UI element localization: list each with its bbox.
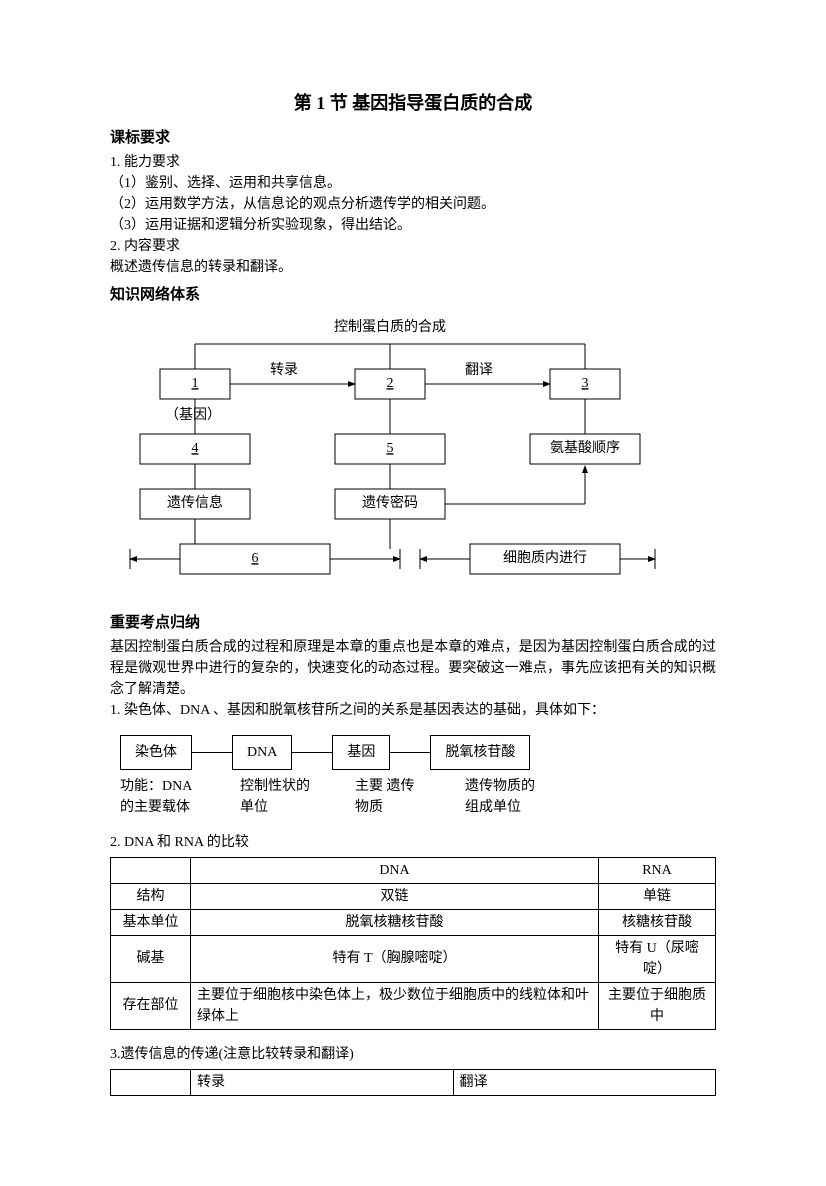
table-row: 基本单位 脱氧核糖核苷酸 核糖核苷酸	[111, 909, 716, 935]
table-row: 转录 翻译	[111, 1069, 716, 1095]
cell: 双链	[191, 883, 599, 909]
diagram-box-4: 4	[192, 441, 199, 456]
chain-caption-2: 控制性状的 单位	[240, 776, 355, 818]
table-row: 结构 双链 单链	[111, 883, 716, 909]
diagram-box-2: 2	[387, 376, 394, 391]
para-1-3: （2）运用数学方法，从信息论的观点分析遗传学的相关问题。	[110, 194, 716, 215]
diagram-box-aa: 氨基酸顺序	[550, 439, 620, 456]
para-3-2: 1. 染色体、DNA 、基因和脱氧核苷所之间的关系是基因表达的基础，具体如下：	[110, 700, 716, 721]
chain-box-2: DNA	[232, 735, 292, 770]
row-label: 碱基	[111, 935, 191, 982]
chain-captions: 功能：DNA 的主要载体 控制性状的 单位 主要 遗传 物质 遗传物质的 组成单…	[120, 776, 716, 818]
table-row: 碱基 特有 T（胸腺嘧啶） 特有 U（尿嘧啶）	[111, 935, 716, 982]
chain-caption-1: 功能：DNA 的主要载体	[120, 776, 240, 818]
para-3-3: 2. DNA 和 RNA 的比较	[110, 832, 716, 853]
info-label: 遗传信息	[167, 494, 223, 511]
cytoplasm-label: 细胞质内进行	[503, 550, 587, 566]
cell: 主要位于细胞质中	[598, 982, 715, 1029]
para-1-6: 概述遗传信息的转录和翻译。	[110, 257, 716, 278]
cell: 单链	[598, 883, 715, 909]
page-title: 第 1 节 基因指导蛋白质的合成	[110, 90, 716, 117]
chain-caption-3: 主要 遗传 物质	[355, 776, 465, 818]
concept-chain: 染色体 DNA 基因 脱氧核苷酸	[120, 735, 716, 770]
row-label: 结构	[111, 883, 191, 909]
arrow-label-translate: 翻译	[465, 362, 493, 378]
th-rna: RNA	[598, 857, 715, 883]
para-1-2: （1）鉴别、选择、运用和共享信息。	[110, 173, 716, 194]
th-dna: DNA	[191, 857, 599, 883]
para-1-5: 2. 内容要求	[110, 236, 716, 257]
chain-caption-4: 遗传物质的 组成单位	[465, 776, 595, 818]
table-row: 存在部位 主要位于细胞核中染色体上，极少数位于细胞质中的线粒体和叶绿体上 主要位…	[111, 982, 716, 1029]
chain-box-1: 染色体	[120, 735, 192, 770]
diagram-top-label: 控制蛋白质的合成	[334, 319, 446, 335]
knowledge-network-diagram: .box { fill: #fff; stroke: #000; stroke-…	[110, 314, 670, 604]
chain-connector	[390, 735, 430, 770]
chain-connector	[292, 735, 332, 770]
para-1-1: 1. 能力要求	[110, 152, 716, 173]
chain-connector	[192, 735, 232, 770]
cell: 特有 U（尿嘧啶）	[598, 935, 715, 982]
gene-label: （基因）	[165, 406, 221, 423]
diagram-box-1: 1	[192, 376, 199, 391]
transmission-table: 转录 翻译	[110, 1069, 716, 1096]
cell: 特有 T（胸腺嘧啶）	[191, 935, 599, 982]
diagram-box-5: 5	[387, 441, 394, 456]
row-label: 存在部位	[111, 982, 191, 1029]
cell: 脱氧核糖核苷酸	[191, 909, 599, 935]
chain-box-4: 脱氧核苷酸	[430, 735, 530, 770]
row-label: 基本单位	[111, 909, 191, 935]
section-header-1: 课标要求	[110, 127, 716, 150]
arrow-label-transcribe: 转录	[270, 362, 298, 378]
chain-box-3: 基因	[332, 735, 390, 770]
th-transcribe: 转录	[191, 1069, 454, 1095]
cell: 核糖核苷酸	[598, 909, 715, 935]
section-header-2: 知识网络体系	[110, 284, 716, 307]
para-3-4: 3.遗传信息的传递(注意比较转录和翻译)	[110, 1044, 716, 1065]
diagram-box-3: 3	[582, 376, 589, 391]
para-3-1: 基因控制蛋白质合成的过程和原理是本章的重点也是本章的难点，是因为基因控制蛋白质合…	[110, 637, 716, 700]
section-header-3: 重要考点归纳	[110, 612, 716, 635]
para-1-4: （3）运用证据和逻辑分析实验现象，得出结论。	[110, 215, 716, 236]
th-translate: 翻译	[453, 1069, 716, 1095]
table-row: DNA RNA	[111, 857, 716, 883]
code-label: 遗传密码	[362, 494, 418, 511]
dna-rna-table: DNA RNA 结构 双链 单链 基本单位 脱氧核糖核苷酸 核糖核苷酸 碱基 特…	[110, 857, 716, 1030]
cell: 主要位于细胞核中染色体上，极少数位于细胞质中的线粒体和叶绿体上	[191, 982, 599, 1029]
diagram-box-6: 6	[252, 551, 259, 566]
